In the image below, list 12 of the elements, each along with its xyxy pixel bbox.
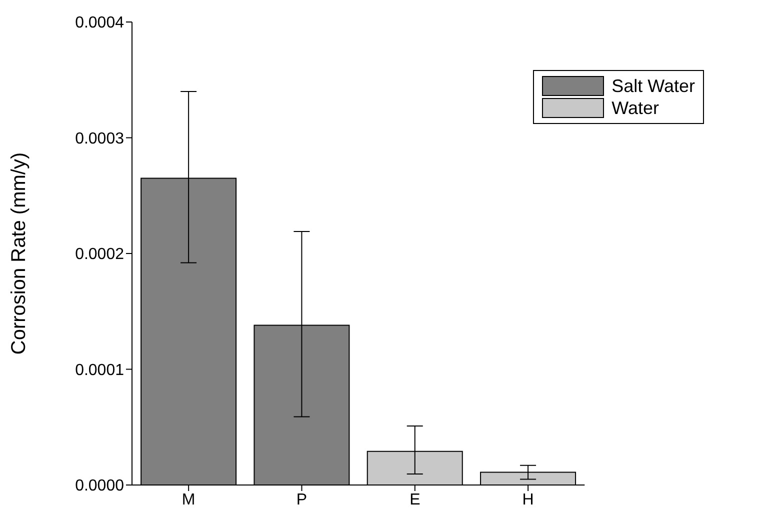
y-tick-label: 0.0004 — [75, 14, 124, 32]
y-tick-label: 0.0003 — [75, 130, 124, 148]
legend-label: Salt Water — [612, 75, 695, 97]
y-tick-label: 0.0002 — [75, 246, 124, 264]
x-tick-label: H — [522, 491, 534, 508]
x-tick-label: E — [410, 491, 420, 508]
y-tick-label: 0.0001 — [75, 362, 124, 379]
y-axis-title: Corrosion Rate (mm/y) — [8, 152, 30, 355]
x-tick-label: P — [296, 491, 308, 508]
legend-label: Water — [612, 97, 659, 119]
y-tick-label: 0.0000 — [75, 478, 124, 495]
x-tick-label: M — [182, 491, 196, 508]
